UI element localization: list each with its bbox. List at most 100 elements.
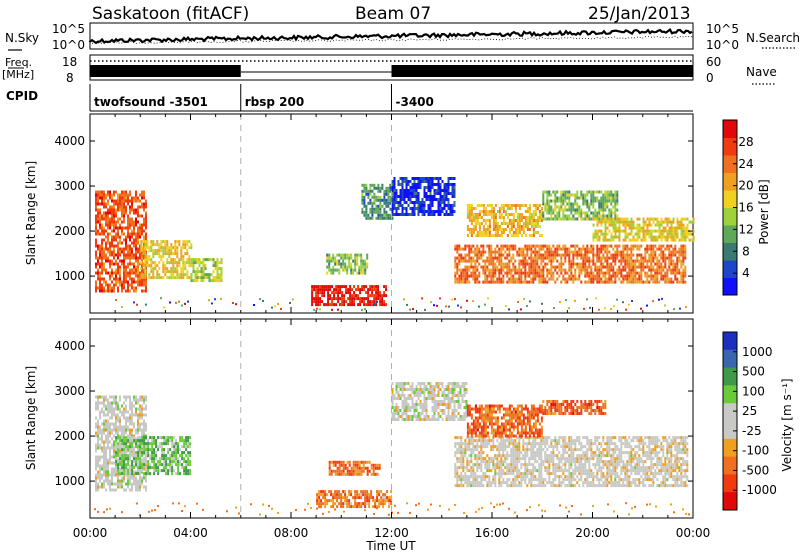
echo-cell	[558, 268, 561, 272]
echo-cell	[433, 210, 436, 213]
echo-cell	[338, 496, 341, 500]
echo-cell	[389, 216, 392, 220]
echo-cell	[121, 428, 123, 432]
echo-speckle	[520, 308, 522, 311]
echo-cell	[170, 273, 173, 277]
echo-cell	[421, 207, 424, 210]
echo-cell	[496, 265, 499, 269]
echo-cell	[405, 189, 408, 192]
echo-cell	[538, 256, 541, 260]
echo-cell	[640, 277, 643, 281]
echo-cell	[113, 229, 115, 233]
echo-cell	[111, 482, 113, 486]
echo-cell	[570, 277, 573, 281]
echo-cell	[127, 232, 129, 236]
echo-cell	[606, 193, 609, 197]
echo-cell	[388, 496, 391, 500]
echo-cell	[109, 404, 111, 408]
echo-cell	[155, 457, 158, 461]
echo-cell	[586, 265, 589, 269]
echo-cell	[620, 256, 623, 260]
echo-cell	[399, 198, 402, 201]
echo-cell	[97, 247, 99, 251]
echo-cell	[666, 244, 669, 248]
echo-cell	[103, 452, 105, 456]
echo-cell	[562, 196, 565, 200]
echo-cell	[538, 244, 541, 248]
echo-cell	[111, 416, 113, 420]
echo-cell	[360, 505, 363, 509]
velocity-echo-cells	[94, 382, 690, 516]
echo-cell	[650, 253, 653, 257]
echo-cell	[127, 482, 129, 486]
echo-cell	[129, 437, 131, 441]
echo-cell	[338, 253, 341, 257]
echo-cell	[109, 196, 111, 200]
echo-cell	[522, 231, 525, 234]
echo-cell	[592, 217, 595, 221]
echo-cell	[506, 216, 509, 219]
echo-cell	[385, 216, 388, 220]
echo-cell	[522, 228, 525, 231]
cpid-segments: twofsound -3501 rbsp 200 -3400	[89, 84, 434, 111]
power-echo-cells	[95, 177, 695, 311]
echo-cell	[624, 274, 627, 278]
echo-cell	[451, 195, 454, 198]
echo-cell	[510, 244, 513, 248]
echo-cell	[111, 268, 113, 272]
echo-cell	[540, 216, 543, 219]
echo-cell	[143, 448, 146, 452]
echo-cell	[115, 482, 117, 486]
echo-cell	[680, 250, 683, 254]
echo-cell	[546, 271, 549, 275]
echo-cell	[490, 244, 493, 248]
echo-cell	[150, 258, 153, 262]
echo-cell	[596, 271, 599, 275]
echo-cell	[568, 205, 571, 209]
echo-cell	[135, 244, 137, 248]
echo-cell	[202, 267, 205, 271]
echo-cell	[119, 238, 121, 242]
echo-cell	[109, 226, 111, 230]
echo-cell	[177, 460, 180, 464]
echo-cell	[165, 472, 168, 476]
echo-cell	[435, 210, 438, 213]
echo-cell	[340, 499, 343, 503]
echo-cell	[411, 192, 414, 195]
echo-cell	[175, 472, 178, 476]
echo-cell	[552, 259, 555, 263]
echo-cell	[572, 202, 575, 206]
echo-cell	[608, 214, 611, 218]
echo-cell	[407, 183, 410, 186]
echo-cell	[566, 214, 569, 218]
echo-cell	[103, 286, 105, 290]
echo-cell	[580, 211, 583, 215]
echo-cell	[618, 244, 621, 248]
echo-cell	[464, 256, 467, 260]
echo-cell	[184, 273, 187, 277]
nave-label: Nave	[746, 65, 777, 79]
echo-cell	[139, 214, 141, 218]
echo-cell	[498, 247, 501, 251]
echo-cell	[97, 274, 99, 278]
echo-cell	[342, 253, 345, 257]
echo-speckle	[448, 305, 450, 308]
echo-cell	[482, 244, 485, 248]
echo-cell	[600, 214, 603, 218]
echo-cell	[361, 201, 364, 205]
echo-cell	[141, 407, 143, 411]
echo-cell	[316, 502, 319, 506]
echo-cell	[129, 289, 131, 293]
echo-cell	[672, 217, 675, 221]
echo-cell	[616, 235, 619, 239]
echo-cell	[610, 220, 613, 224]
echo-cell	[606, 268, 609, 272]
echo-cell	[634, 280, 637, 284]
echo-cell	[666, 274, 669, 278]
echo-cell	[453, 201, 456, 204]
echo-cell	[135, 199, 137, 203]
echo-cell	[546, 262, 549, 266]
echo-cell	[588, 208, 591, 212]
echo-cell	[328, 253, 331, 257]
echo-cell	[356, 262, 359, 266]
